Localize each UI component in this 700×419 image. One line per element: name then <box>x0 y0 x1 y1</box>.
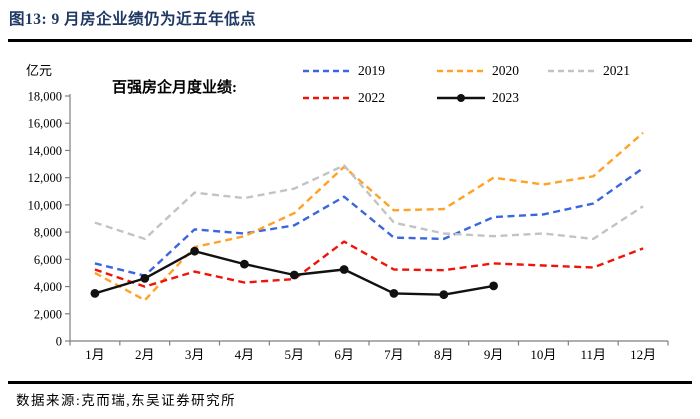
x-tick-label-4月: 4月 <box>235 347 255 362</box>
x-tick-label-10月: 10月 <box>530 347 556 362</box>
legend-swatch-2019 <box>303 69 351 73</box>
y-tick-label: 12,000 <box>28 171 62 185</box>
legend-label-2020: 2020 <box>492 63 519 78</box>
y-tick-label: 2,000 <box>34 307 62 321</box>
legend-marker-2023 <box>457 94 465 102</box>
data-source-note: 数据来源:克而瑞,东吴证券研究所 <box>16 393 237 408</box>
series-marker-2023-4月 <box>240 259 249 269</box>
y-axis-unit-label: 亿元 <box>26 63 53 78</box>
y-tick-label: 0 <box>56 335 62 349</box>
legend-swatch-2022 <box>303 96 351 100</box>
series-marker-2023-5月 <box>289 270 299 280</box>
series-marker-2023-6月 <box>339 265 349 274</box>
series-marker-2023-7月 <box>389 289 399 298</box>
x-tick-label-12月: 12月 <box>630 347 656 362</box>
series-marker-2023-3月 <box>190 246 200 256</box>
legend-swatch-2023 <box>437 94 485 102</box>
legend-label-2023: 2023 <box>492 90 519 105</box>
x-tick-label-9月: 9月 <box>484 347 504 362</box>
footer-divider <box>8 381 692 384</box>
legend-label-2022: 2022 <box>358 90 385 105</box>
legend-swatch-2021 <box>548 69 596 73</box>
y-tick-label: 18,000 <box>28 90 62 104</box>
y-tick-label: 16,000 <box>28 117 62 131</box>
legend-item-2021: 2021 <box>548 63 630 78</box>
x-tick-label-11月: 11月 <box>580 347 606 362</box>
x-tick-label-8月: 8月 <box>434 347 454 362</box>
y-tick-label: 6,000 <box>34 253 62 267</box>
series-line-2020 <box>94 131 644 302</box>
series-line-2022 <box>94 240 644 288</box>
series-marker-2023-8月 <box>439 290 449 300</box>
x-tick-label-6月: 6月 <box>334 347 354 362</box>
y-tick-label: 10,000 <box>28 198 62 212</box>
legend-item-2023: 2023 <box>437 90 519 105</box>
x-tick-label-5月: 5月 <box>284 347 304 362</box>
legend-item-2020: 2020 <box>437 63 519 78</box>
chart-legend: 2019 2020 2021 2022 2023 <box>303 63 643 112</box>
y-tick-label: 14,000 <box>28 144 62 158</box>
legend-label-2019: 2019 <box>358 63 385 78</box>
x-tick-label-1月: 1月 <box>85 347 105 362</box>
series-marker-2023-9月 <box>489 281 498 291</box>
series-marker-2023-1月 <box>90 289 100 298</box>
title-divider <box>8 39 692 42</box>
x-tick-label-2月: 2月 <box>135 347 155 362</box>
series-marker-2023-2月 <box>140 274 150 283</box>
legend-swatch-2020 <box>437 69 485 73</box>
legend-item-2022: 2022 <box>303 90 385 105</box>
legend-item-2019: 2019 <box>303 63 385 78</box>
chart-series-label: 百强房企月度业绩: <box>112 80 237 96</box>
figure-title: 图13: 9 月房企业绩仍为近五年低点 <box>9 11 257 28</box>
x-tick-label-3月: 3月 <box>185 347 205 362</box>
series-line-2021 <box>94 164 644 241</box>
legend-label-2021: 2021 <box>603 63 630 78</box>
y-tick-label: 4,000 <box>34 280 62 294</box>
x-tick-label-7月: 7月 <box>384 347 404 362</box>
y-tick-label: 8,000 <box>34 226 62 240</box>
series-line-2019 <box>94 167 644 277</box>
